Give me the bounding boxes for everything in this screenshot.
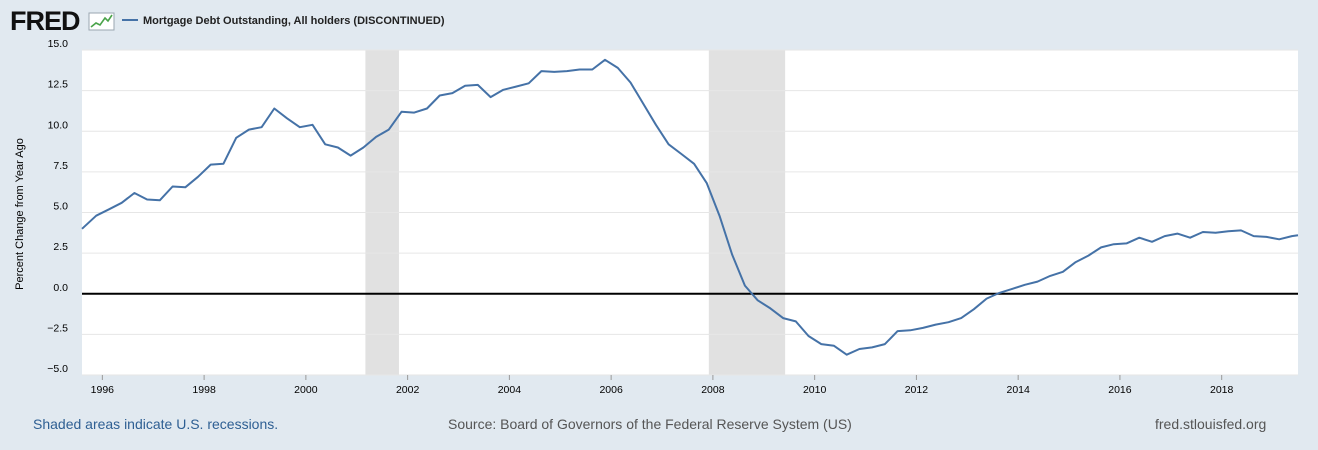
- x-tick-label: 2004: [498, 384, 522, 396]
- x-tick-label: 2002: [396, 384, 420, 396]
- y-tick-label: 0.0: [53, 282, 68, 294]
- fred-logo-graph-icon: [88, 12, 115, 31]
- x-tick-label: 1998: [192, 384, 216, 396]
- x-tick-label: 2010: [803, 384, 827, 396]
- fred-site-link[interactable]: fred.stlouisfed.org: [1155, 416, 1267, 432]
- x-tick-label: 2016: [1108, 384, 1132, 396]
- x-tick-label: 2018: [1210, 384, 1234, 396]
- y-tick-label: −2.5: [47, 322, 68, 334]
- gridlines: [82, 49, 1298, 376]
- x-tick-label: 2006: [599, 384, 623, 396]
- legend-label: Mortgage Debt Outstanding, All holders (…: [143, 15, 445, 27]
- x-tick-label: 1996: [91, 384, 115, 396]
- x-tick-label: 2000: [294, 384, 318, 396]
- y-tick-label: 5.0: [53, 201, 68, 213]
- source-text: Source: Board of Governors of the Federa…: [448, 416, 852, 432]
- y-tick-label: −5.0: [47, 363, 68, 375]
- y-tick-label: 10.0: [48, 119, 69, 131]
- x-tick-label: 2012: [905, 384, 929, 396]
- recession-note-link[interactable]: Shaded areas indicate U.S. recessions.: [33, 416, 279, 432]
- y-tick-label: 2.5: [53, 241, 68, 253]
- y-axis-label: Percent Change from Year Ago: [14, 138, 26, 290]
- x-axis-ticks: 1996 1998 2000 2002 2004 2006 2008 2010 2012 2014…: [91, 375, 1234, 396]
- fred-logo-text: FRED: [10, 6, 80, 36]
- fred-logo[interactable]: FRED: [10, 6, 115, 36]
- y-tick-label: 15.0: [48, 38, 69, 50]
- x-tick-label: 2014: [1006, 384, 1030, 396]
- y-tick-label: 12.5: [48, 79, 69, 91]
- y-axis-ticks: 15.0 12.5 10.0 7.5 5.0 2.5 0.0 −2.5 −5.0: [47, 38, 68, 375]
- y-tick-label: 7.5: [53, 160, 68, 172]
- series-line-mortgage-debt[interactable]: [81, 58, 1299, 356]
- legend: Mortgage Debt Outstanding, All holders (…: [122, 15, 445, 27]
- fred-logo-trend-icon: [90, 14, 113, 28]
- x-tick-label: 2008: [701, 384, 725, 396]
